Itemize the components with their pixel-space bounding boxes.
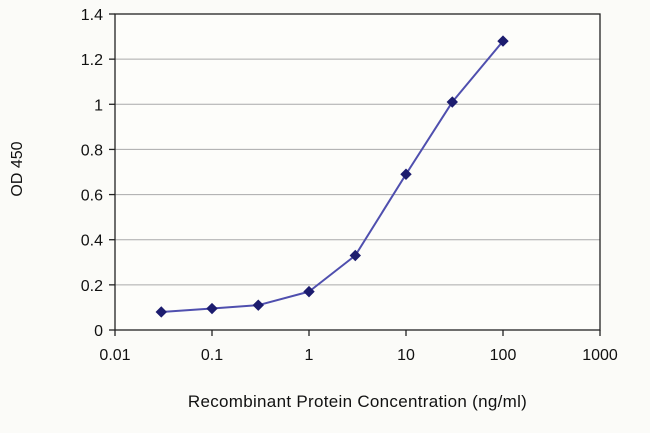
plot-area	[115, 14, 600, 330]
data-point-marker	[252, 299, 264, 311]
y-tick-label: 1	[94, 97, 103, 114]
x-tick-label: 10	[397, 347, 415, 364]
y-tick-label: 0.4	[81, 233, 103, 250]
plot-border	[114, 13, 601, 331]
x-tick-label: 0.01	[99, 347, 130, 364]
y-tick-label: 0.8	[81, 142, 103, 159]
data-point-marker	[400, 168, 412, 180]
data-point-marker	[155, 306, 167, 318]
x-tick-label: 1000	[582, 347, 618, 364]
data-point-marker	[206, 302, 218, 315]
data-point-marker	[303, 285, 315, 298]
y-tick-label: 0.2	[81, 278, 103, 295]
data-point-marker	[349, 249, 361, 262]
y-tick-label: 0.6	[81, 188, 103, 205]
x-tick-label: 0.1	[201, 347, 223, 364]
x-axis-title: Recombinant Protein Concentration (ng/ml…	[187, 392, 528, 411]
data-line	[161, 40, 504, 313]
y-axis-title: OD 450	[9, 141, 26, 197]
x-tick-label: 100	[490, 347, 517, 364]
data-point-marker	[446, 96, 458, 108]
y-tick-label: 1.2	[81, 52, 103, 69]
x-tick-label: 1	[305, 347, 314, 364]
data-point-marker	[497, 35, 509, 47]
y-tick-label: 0	[94, 323, 103, 340]
y-tick-label: 1.4	[81, 7, 103, 24]
